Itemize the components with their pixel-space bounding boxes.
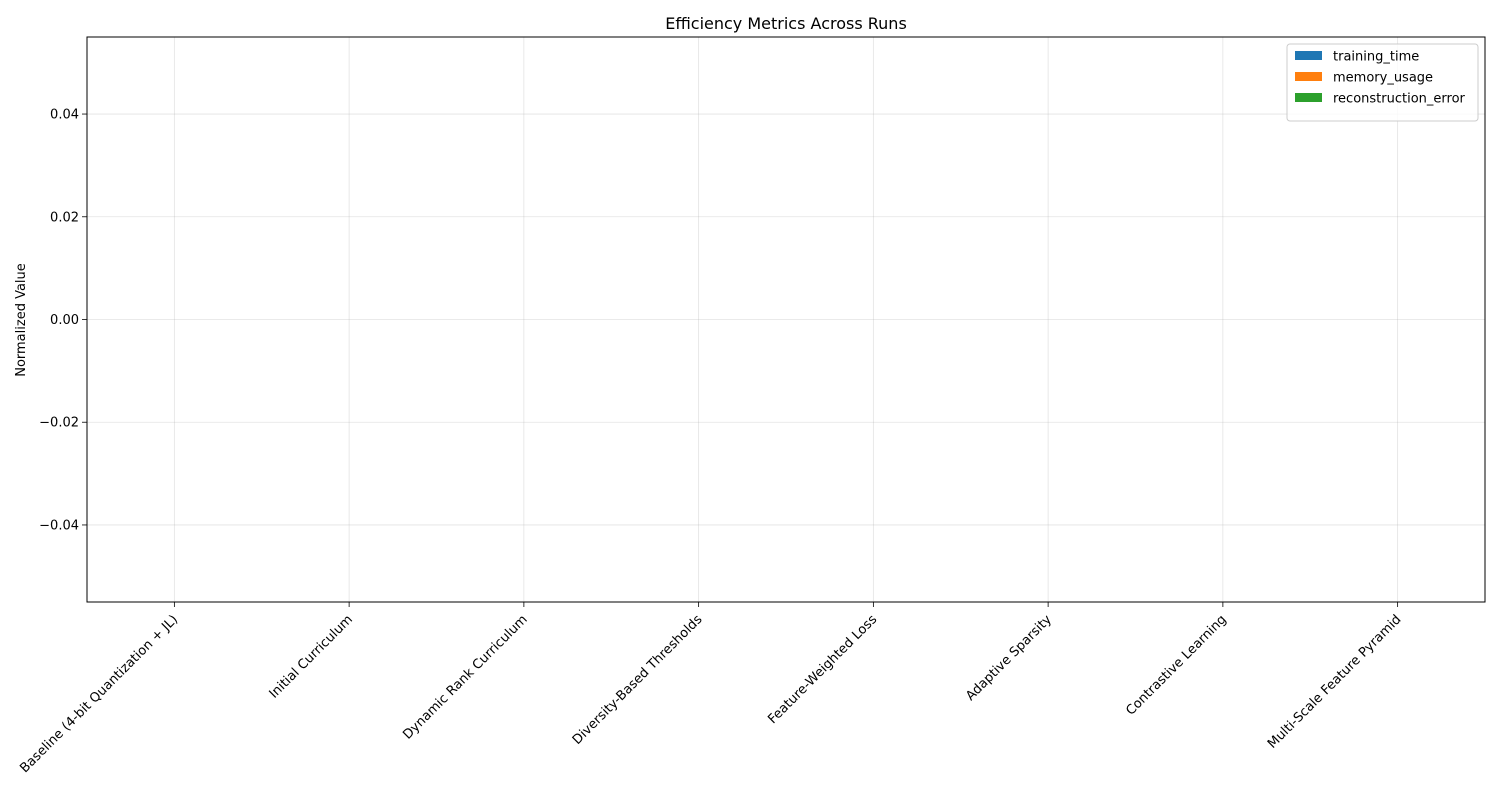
y-tick-label: −0.02 [39,416,79,431]
grid-lines [87,37,1485,602]
y-tick-label: −0.04 [39,518,79,533]
legend-label: memory_usage [1333,71,1433,86]
y-axis-ticks: −0.04 −0.02 0.00 0.02 0.04 [39,108,87,533]
legend-label: training_time [1333,50,1419,65]
y-tick-label: 0.04 [50,108,79,123]
legend-swatch-memory_usage [1295,72,1322,81]
legend: training_time memory_usage reconstruction_… [1286,43,1479,122]
y-tick-label: 0.02 [50,210,79,225]
legend-box [1286,43,1479,122]
legend-swatch-reconstruction_error [1295,93,1322,102]
legend-swatch-training_time [1295,51,1322,60]
y-tick-label: 0.00 [50,313,79,328]
chart-title: Efficiency Metrics Across Runs [665,14,907,33]
y-axis-label: Normalized Value [14,263,29,377]
legend-label: reconstruction_error [1333,92,1466,107]
plot-area-frame [86,36,1486,603]
